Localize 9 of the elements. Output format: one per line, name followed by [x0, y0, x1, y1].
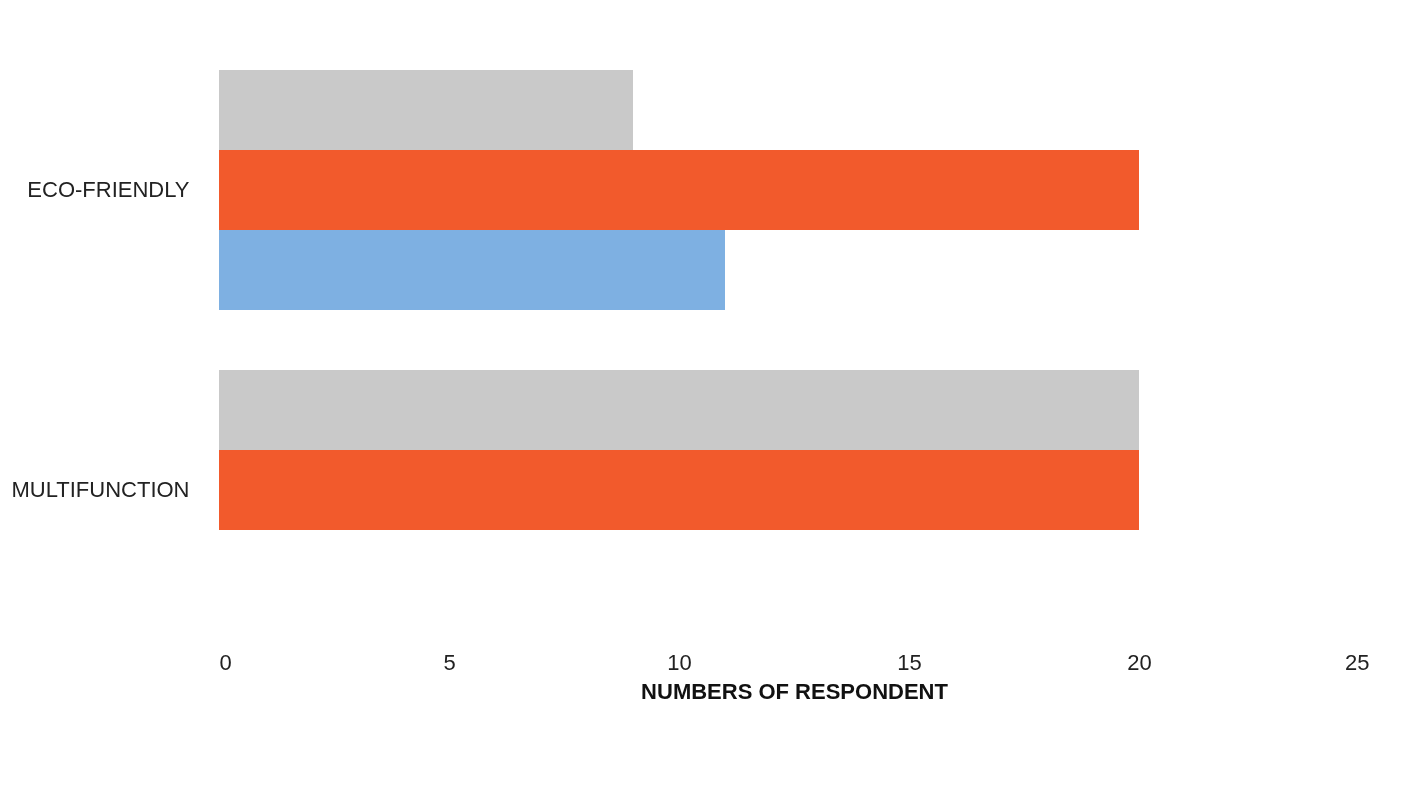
x-tick-label: 5 — [443, 649, 456, 675]
x-tick-label: 10 — [667, 649, 692, 675]
y-tick-label: ECO-FRIENDLY — [27, 177, 190, 202]
x-tick-label: 15 — [897, 649, 922, 675]
y-tick-label: MULTIFUNCTION — [11, 477, 190, 502]
x-axis-title: NUMBERS OF RESPONDENT — [641, 678, 949, 704]
x-tick-label: 25 — [1345, 649, 1370, 675]
x-tick-label: 0 — [219, 649, 232, 675]
x-tick-label: 20 — [1127, 649, 1152, 675]
